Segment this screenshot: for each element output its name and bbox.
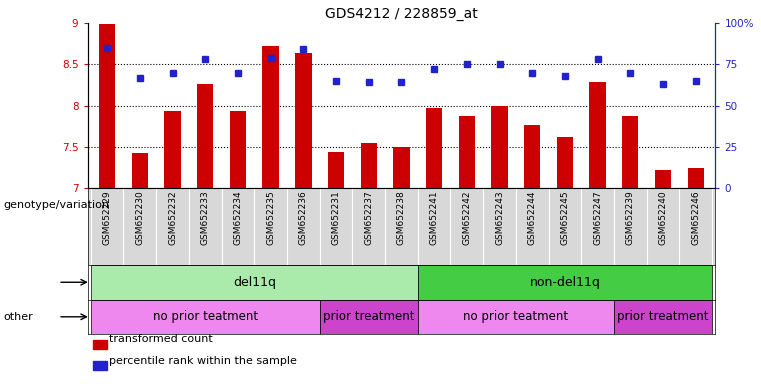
- Text: GSM652232: GSM652232: [168, 190, 177, 245]
- Bar: [687, 167, 704, 188]
- Text: GSM652240: GSM652240: [658, 190, 667, 245]
- Text: del11q: del11q: [233, 276, 275, 289]
- Text: GSM652243: GSM652243: [495, 190, 504, 245]
- Bar: [230, 111, 246, 188]
- Text: percentile rank within the sample: percentile rank within the sample: [109, 356, 297, 366]
- Text: genotype/variation: genotype/variation: [4, 200, 110, 210]
- Bar: [459, 116, 475, 188]
- Text: prior treatment: prior treatment: [617, 310, 708, 323]
- Text: GSM652229: GSM652229: [103, 190, 112, 245]
- Bar: [295, 53, 311, 188]
- Bar: [361, 143, 377, 188]
- Bar: [328, 152, 344, 188]
- Text: non-del11q: non-del11q: [530, 276, 600, 289]
- Text: GSM652238: GSM652238: [397, 190, 406, 245]
- Bar: [99, 24, 116, 188]
- Text: GSM652242: GSM652242: [463, 190, 471, 245]
- Text: prior treatment: prior treatment: [323, 310, 415, 323]
- Bar: [492, 106, 508, 188]
- Text: GSM652247: GSM652247: [593, 190, 602, 245]
- Bar: [418, 300, 614, 334]
- Bar: [557, 137, 573, 188]
- Text: GSM652244: GSM652244: [527, 190, 537, 245]
- Bar: [132, 153, 148, 188]
- Text: GSM652245: GSM652245: [560, 190, 569, 245]
- Title: GDS4212 / 228859_at: GDS4212 / 228859_at: [325, 7, 478, 21]
- Text: GSM652236: GSM652236: [299, 190, 308, 245]
- Text: GSM652239: GSM652239: [626, 190, 635, 245]
- Text: GSM652231: GSM652231: [332, 190, 340, 245]
- Bar: [524, 126, 540, 188]
- Text: transformed count: transformed count: [109, 334, 212, 344]
- Bar: [622, 116, 638, 188]
- Text: GSM652233: GSM652233: [201, 190, 210, 245]
- Bar: [426, 108, 442, 188]
- Bar: [91, 300, 320, 334]
- Bar: [263, 46, 279, 188]
- Bar: [197, 84, 213, 188]
- Text: no prior teatment: no prior teatment: [463, 310, 568, 323]
- Text: GSM652235: GSM652235: [266, 190, 275, 245]
- Text: GSM652234: GSM652234: [234, 190, 243, 245]
- Bar: [590, 83, 606, 188]
- Bar: [393, 147, 409, 188]
- Text: GSM652246: GSM652246: [691, 190, 700, 245]
- Text: GSM652241: GSM652241: [430, 190, 438, 245]
- Text: other: other: [4, 312, 33, 322]
- Bar: [614, 300, 712, 334]
- Text: no prior teatment: no prior teatment: [153, 310, 258, 323]
- Bar: [91, 265, 418, 300]
- Bar: [655, 170, 671, 188]
- Bar: [320, 300, 418, 334]
- Bar: [418, 265, 712, 300]
- Text: GSM652230: GSM652230: [135, 190, 145, 245]
- Text: GSM652237: GSM652237: [365, 190, 373, 245]
- Bar: [164, 111, 180, 188]
